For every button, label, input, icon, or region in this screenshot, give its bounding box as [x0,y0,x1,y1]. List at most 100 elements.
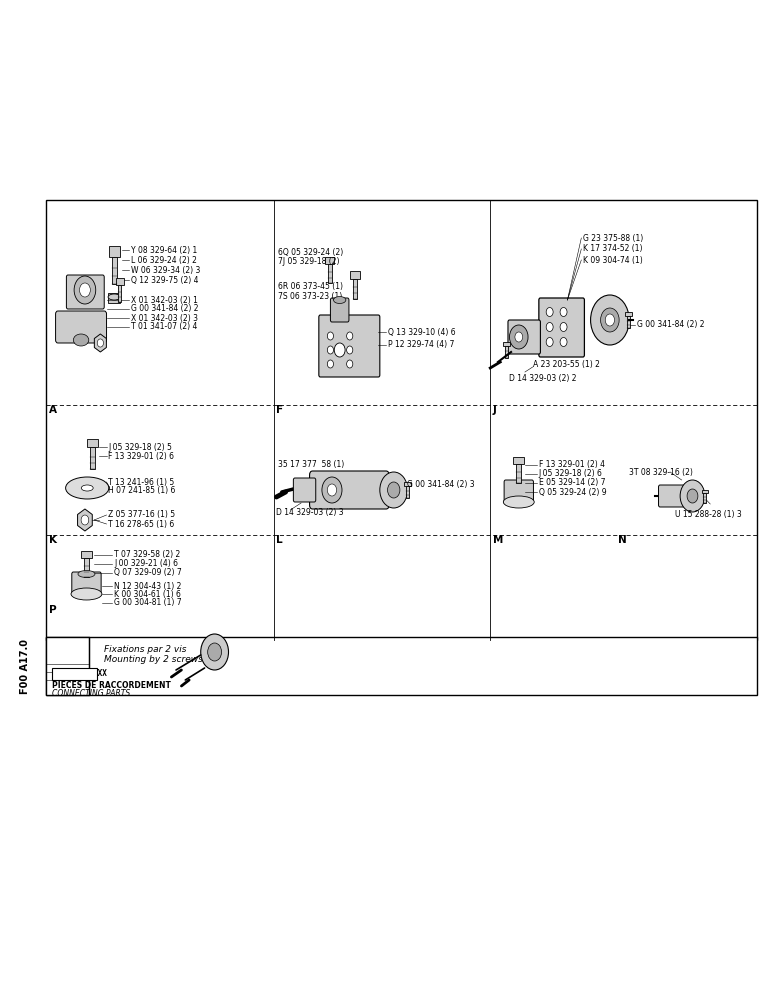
Text: N 12 304-43 (1) 2: N 12 304-43 (1) 2 [114,582,181,590]
Bar [52,668,97,680]
Circle shape [322,477,342,503]
Text: Mounting by 2 screws: Mounting by 2 screws [104,656,203,664]
Bar [503,342,510,346]
Text: A: A [49,405,56,415]
Text: A 23 203-55 (1) 2: A 23 203-55 (1) 2 [533,360,600,369]
Circle shape [515,332,523,342]
Bar [90,447,95,469]
Circle shape [327,484,337,496]
Text: U 15 288-28 (1) 3: U 15 288-28 (1) 3 [676,510,742,518]
Bar [112,257,117,284]
Bar [404,482,411,486]
FancyBboxPatch shape [56,311,107,343]
FancyBboxPatch shape [72,572,101,596]
FancyBboxPatch shape [319,315,380,377]
Text: 6Q 05 329-24 (2): 6Q 05 329-24 (2) [278,247,344,256]
Bar [325,257,334,264]
Text: X 01 342-03 (2) 1: X 01 342-03 (2) 1 [131,296,198,304]
Bar [625,312,632,316]
Bar [108,293,120,303]
Circle shape [347,360,353,368]
Bar [81,551,92,558]
Text: T 01 341-07 (2) 4: T 01 341-07 (2) 4 [131,322,198,332]
Circle shape [81,515,89,525]
Text: T 13 241-96 (1) 5: T 13 241-96 (1) 5 [108,478,174,487]
Text: Z 05 377-16 (1) 5: Z 05 377-16 (1) 5 [108,510,175,520]
Circle shape [97,339,103,347]
Text: J 05 329-18 (2) 5: J 05 329-18 (2) 5 [108,442,172,452]
Bar [516,464,521,483]
Text: Q 07 329-09 (2) 7: Q 07 329-09 (2) 7 [114,568,182,578]
Bar [46,637,757,695]
Text: J: J [493,405,496,415]
FancyBboxPatch shape [539,298,584,357]
Text: 7S 06 373-23 (1): 7S 06 373-23 (1) [278,292,342,300]
Text: K 00 304-61 (1) 6: K 00 304-61 (1) 6 [114,589,181,598]
Bar [46,200,757,640]
Circle shape [388,482,400,498]
Text: K: K [49,535,56,545]
Circle shape [347,332,353,340]
Circle shape [601,308,619,332]
Bar [353,279,357,299]
FancyBboxPatch shape [659,485,685,507]
Text: J 05 329-18 (2) 6: J 05 329-18 (2) 6 [539,470,603,479]
Text: Q 05 329-24 (2) 9: Q 05 329-24 (2) 9 [539,488,607,496]
Bar [350,271,360,279]
Text: J 00 329-21 (4) 6: J 00 329-21 (4) 6 [114,560,178,568]
Circle shape [347,346,353,354]
Text: 6R 06 373-45 (1): 6R 06 373-45 (1) [278,282,343,290]
Bar [703,493,706,502]
Text: F: F [276,405,283,415]
Circle shape [208,643,222,661]
Text: 3T 08 329-16 (2): 3T 08 329-16 (2) [629,468,693,477]
Bar [46,637,89,695]
Circle shape [546,322,553,332]
FancyBboxPatch shape [66,275,104,309]
Circle shape [560,338,567,347]
Text: 35 17 377  58 (1): 35 17 377 58 (1) [278,460,344,470]
Bar [84,558,89,577]
Circle shape [380,472,408,508]
Ellipse shape [503,496,534,508]
Polygon shape [77,509,93,531]
FancyBboxPatch shape [504,480,533,504]
Text: Fixations par 2 vis: Fixations par 2 vis [104,646,187,654]
Text: G 00 341-84 (2) 3: G 00 341-84 (2) 3 [407,480,475,488]
Circle shape [327,346,334,354]
Text: D 14 329-03 (2) 3: D 14 329-03 (2) 3 [276,508,344,518]
Circle shape [201,634,229,670]
Text: G 00 304-81 (1) 7: G 00 304-81 (1) 7 [114,598,182,607]
Text: X 01 342-03 (2) 3: X 01 342-03 (2) 3 [131,314,198,322]
Text: K 09 304-74 (1): K 09 304-74 (1) [583,255,642,264]
Text: E 05 329-14 (2) 7: E 05 329-14 (2) 7 [539,479,605,488]
Text: D 14 329-03 (2) 2: D 14 329-03 (2) 2 [509,373,576,382]
Bar [327,264,332,283]
Circle shape [591,295,629,345]
Circle shape [510,325,528,349]
Text: X XX XXX-XX: X XX XXX-XX [56,670,107,678]
Bar [118,285,121,302]
Text: M: M [493,535,503,545]
Text: Q 13 329-10 (4) 6: Q 13 329-10 (4) 6 [388,328,455,336]
Circle shape [74,276,96,304]
Circle shape [334,343,345,357]
Text: G 23 375-88 (1): G 23 375-88 (1) [583,233,643,242]
Text: P: P [49,605,56,615]
Text: F 13 329-01 (2) 6: F 13 329-01 (2) 6 [108,452,174,460]
FancyBboxPatch shape [508,320,540,354]
Text: Y 08 329-64 (2) 1: Y 08 329-64 (2) 1 [131,245,198,254]
Text: PIECES DE RACCORDEMENT: PIECES DE RACCORDEMENT [52,680,171,690]
Circle shape [327,332,334,340]
Text: L 06 329-24 (2) 2: L 06 329-24 (2) 2 [131,255,197,264]
Bar [109,246,120,257]
Text: 7J 05 329-18 (2): 7J 05 329-18 (2) [278,257,340,266]
FancyBboxPatch shape [293,478,316,502]
Ellipse shape [73,334,89,346]
Bar [116,278,124,285]
Text: T 16 278-65 (1) 6: T 16 278-65 (1) 6 [108,520,174,528]
Circle shape [687,489,698,503]
Bar [627,316,630,328]
Bar [505,346,508,358]
Circle shape [560,322,567,332]
